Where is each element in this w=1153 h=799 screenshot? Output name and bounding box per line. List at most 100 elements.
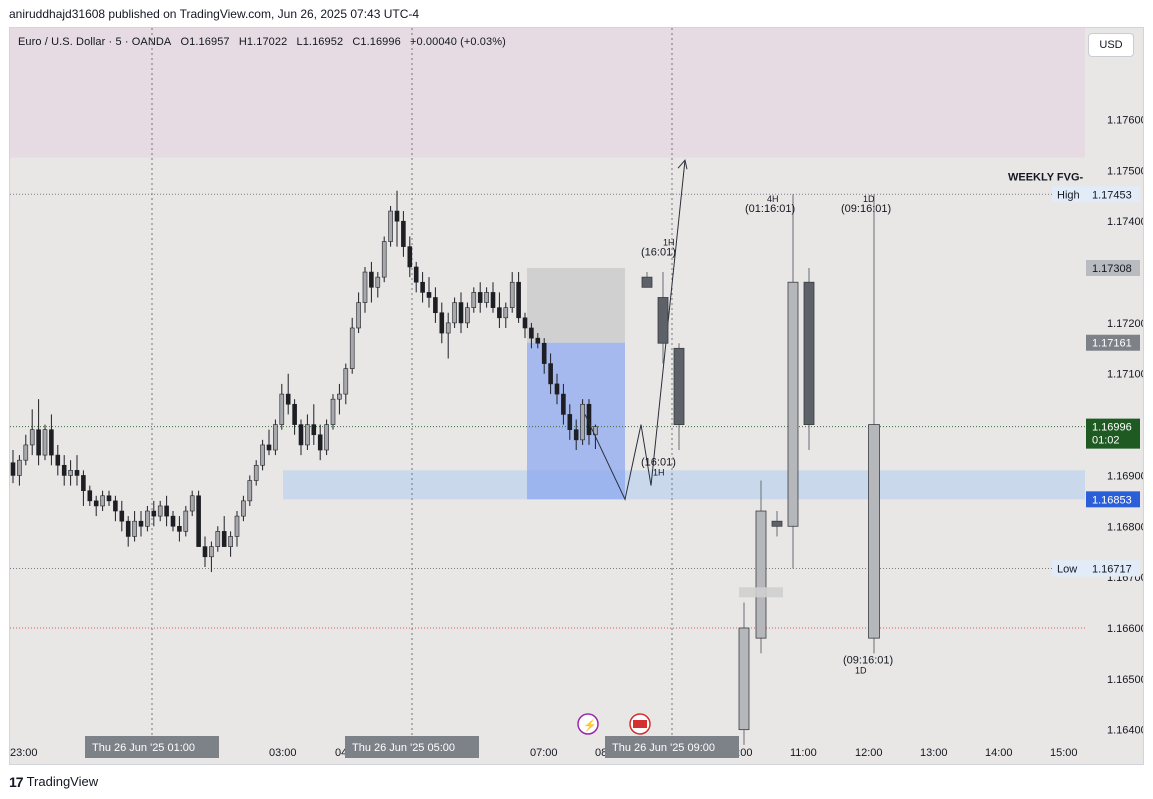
- candle-body: [177, 525, 182, 532]
- candle-body: [196, 495, 201, 547]
- position-target-box: [527, 267, 625, 343]
- price-label-badge: [1086, 186, 1140, 203]
- candle-body: [433, 297, 438, 314]
- candle-body: [407, 246, 413, 268]
- ohlc-open: O1.16957: [180, 36, 230, 48]
- candlestick-chart[interactable]: 1.17600 1.17500 1.17400 1.17200 1.17100 1.169…: [10, 28, 1143, 764]
- candle-body: [573, 429, 579, 441]
- candle-body: [362, 271, 368, 303]
- htf-candle-body: [641, 276, 653, 288]
- candle-body: [343, 368, 349, 395]
- price-label-text: 1.16996: [1092, 422, 1132, 434]
- candle-body: [324, 424, 329, 451]
- brand-name: TradingView: [26, 774, 99, 789]
- candle-body: [29, 429, 35, 446]
- candle-body: [260, 444, 265, 466]
- htf-candle-body: [673, 347, 685, 425]
- candle-body: [413, 266, 419, 283]
- price-axis-tick: 1.16500: [1107, 674, 1143, 686]
- price-axis-tick: 1.17200: [1107, 318, 1143, 330]
- candle-body: [529, 327, 534, 339]
- candle-body: [458, 302, 464, 324]
- candle-body: [490, 292, 496, 308]
- candle-body: [81, 475, 86, 491]
- price-label-badge: [1086, 560, 1140, 577]
- time-axis-bg: [10, 750, 1143, 764]
- ohlc-high: H1.17022: [238, 36, 288, 48]
- price-label-text: 1.17453: [1092, 189, 1132, 201]
- price-label-prefix: High: [1057, 189, 1080, 201]
- chart-pane[interactable]: 1.17600 1.17500 1.17400 1.17200 1.17100 1.169…: [9, 27, 1144, 765]
- candle-body: [106, 495, 112, 502]
- price-label-prefix-badge: [1052, 560, 1086, 577]
- candle-body: [426, 292, 432, 298]
- candle-body: [497, 307, 502, 319]
- candle-body: [580, 403, 585, 441]
- candle-body: [247, 480, 253, 502]
- price-label-badge: [1086, 491, 1140, 508]
- candle-body: [209, 546, 214, 558]
- candle-body: [522, 317, 528, 329]
- candle-body: [381, 241, 387, 278]
- candle-body: [113, 500, 118, 512]
- crosshair-time-label: Thu 26 Jun '25 05:00: [352, 742, 455, 754]
- timeframe-countdown: (16:01): [641, 246, 676, 258]
- timeframe-countdown: (09:16:01): [843, 655, 893, 667]
- crosshair-time-badge: [85, 736, 219, 758]
- candle-body: [567, 414, 573, 430]
- crosshair-time-label: Thu 26 Jun '25 09:00: [612, 742, 715, 754]
- candle-body: [74, 470, 80, 476]
- candle-body: [356, 302, 361, 329]
- candle-body: [375, 276, 381, 288]
- crosshair-time-badge: [605, 736, 739, 758]
- price-label-prefix-badge: [1052, 186, 1086, 203]
- candle-body: [311, 424, 317, 436]
- price-change: +0.00040 (+0.03%): [410, 36, 506, 48]
- tradingview-footer: 17 TradingView: [9, 771, 98, 793]
- time-axis-tick: 11:00: [790, 747, 817, 759]
- candle-body: [23, 444, 29, 461]
- lightning-event-icon: [577, 713, 599, 735]
- countdown-text: 01:02: [1092, 435, 1120, 447]
- time-axis-tick: 14:00: [985, 747, 1013, 759]
- candle-body: [279, 393, 285, 425]
- candle-body: [202, 546, 208, 558]
- candle-body: [477, 292, 483, 303]
- candle-body: [561, 393, 566, 415]
- candle-body: [516, 281, 521, 319]
- candle-body: [55, 454, 61, 466]
- candle-body: [49, 429, 54, 456]
- candle-body: [183, 510, 189, 532]
- symbol-legend: Euro / U.S. Dollar · 5 · OANDA O1.16957 …: [18, 36, 512, 48]
- us-flag-stripes: [633, 720, 647, 728]
- price-label-badge: [1086, 334, 1140, 351]
- candle-body: [36, 429, 41, 456]
- price-axis-tick: 1.17600: [1107, 115, 1143, 127]
- time-axis-tick: 03:00: [269, 747, 297, 759]
- price-label-text: 1.16853: [1092, 494, 1132, 506]
- candle-body: [509, 281, 515, 308]
- price-axis-tick: 1.16800: [1107, 521, 1143, 533]
- candle-body: [394, 210, 400, 222]
- htf-candle-body: [868, 424, 880, 639]
- candle-body: [369, 271, 374, 288]
- projection-path: [584, 160, 686, 501]
- candle-body: [593, 426, 598, 436]
- candle-body: [228, 536, 233, 547]
- candle-body: [234, 515, 240, 537]
- timeframe-label: 1H: [663, 237, 675, 247]
- price-label-text: 1.16717: [1092, 563, 1132, 575]
- candle-body: [503, 307, 509, 319]
- currency-button[interactable]: USD: [1088, 33, 1134, 57]
- candle-body: [439, 312, 445, 334]
- candle-body: [317, 434, 323, 451]
- symbol-name[interactable]: Euro / U.S. Dollar · 5 · OANDA: [18, 36, 172, 48]
- candle-body: [61, 464, 67, 476]
- candle-body: [452, 302, 457, 324]
- price-axis-tick: 1.16900: [1107, 470, 1143, 482]
- htf-candle-body: [787, 281, 799, 527]
- candle-body: [151, 510, 157, 517]
- candle-body: [541, 342, 547, 364]
- candle-body: [445, 322, 451, 334]
- timeframe-countdown: (01:16:01): [745, 203, 795, 215]
